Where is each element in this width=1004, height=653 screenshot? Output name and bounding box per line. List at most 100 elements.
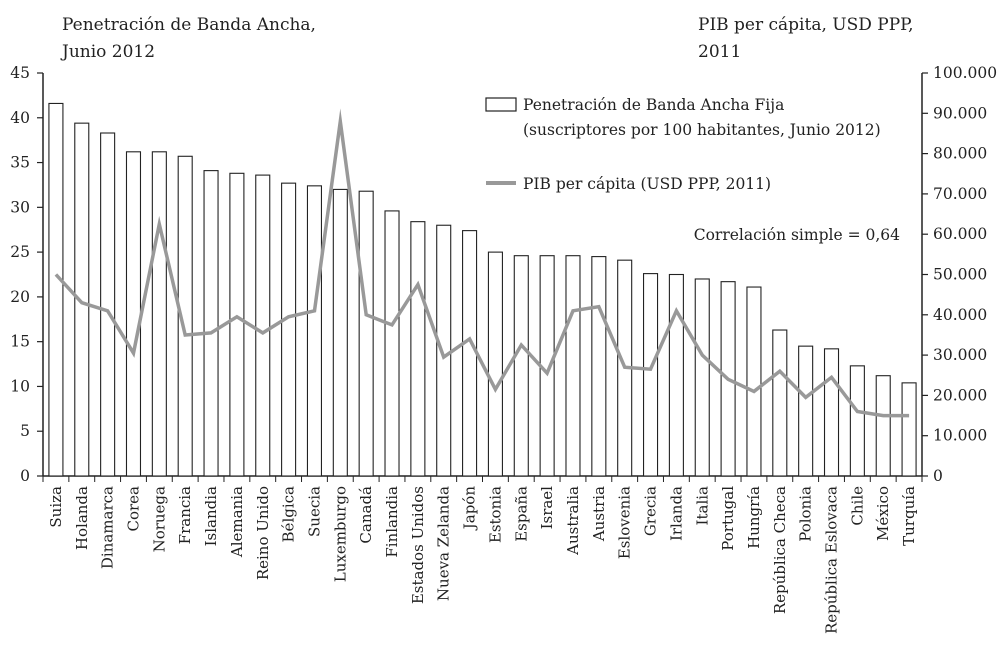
bar xyxy=(100,132,116,477)
bar xyxy=(203,170,219,477)
category-label: Austria xyxy=(590,486,608,542)
bar xyxy=(772,329,788,477)
category-label: Chile xyxy=(848,486,866,526)
category-label: Francia xyxy=(176,486,194,544)
category-label: Canadá xyxy=(357,486,375,544)
bar xyxy=(798,345,814,477)
category-label: México xyxy=(874,486,892,541)
right-axis-title-line1: PIB per cápita, USD PPP, xyxy=(698,15,914,35)
category-label: Islandia xyxy=(202,486,220,546)
left-axis-tick-label: 5 xyxy=(20,422,30,440)
line-series xyxy=(54,108,910,418)
bar xyxy=(410,221,426,477)
bar xyxy=(177,155,193,477)
category-label: Bélgica xyxy=(280,486,298,542)
right-axis-tick-label: 90.000 xyxy=(933,104,987,122)
category-label: Israel xyxy=(538,486,556,530)
category-label: Italia xyxy=(693,486,711,525)
left-axis-tick-label: 45 xyxy=(10,64,30,82)
bar xyxy=(901,382,917,477)
right-axis-title-line2: 2011 xyxy=(698,42,742,62)
category-label: Hungría xyxy=(745,486,763,549)
bar xyxy=(281,182,297,477)
category-label: Estados Unidos xyxy=(409,486,427,604)
bar xyxy=(436,224,452,477)
bar xyxy=(668,273,684,477)
left-axis-tick-label: 35 xyxy=(10,154,30,172)
bar xyxy=(694,278,710,477)
gdp-line xyxy=(54,108,910,418)
bar xyxy=(358,190,374,477)
right-axis-tick-label: 60.000 xyxy=(933,225,987,243)
legend-bar-label-line1: Penetración de Banda Ancha Fija xyxy=(523,96,784,114)
right-axis-tick-label: 100.000 xyxy=(933,64,997,82)
category-label: Polonia xyxy=(797,486,815,542)
left-axis-tick-label: 40 xyxy=(10,109,30,127)
right-axis-tick-label: 40.000 xyxy=(933,306,987,324)
category-label: Japón xyxy=(461,486,479,532)
category-label: Grecia xyxy=(642,486,660,536)
legend: Penetración de Banda Ancha Fija (suscrip… xyxy=(485,96,881,193)
bar xyxy=(151,151,167,477)
category-label: Suecia xyxy=(305,486,323,537)
bar xyxy=(849,365,865,477)
category-label: Eslovenia xyxy=(616,486,634,559)
category-label: República Checa xyxy=(771,486,789,614)
right-axis-tick-label: 70.000 xyxy=(933,185,987,203)
left-axis-title-line1: Penetración de Banda Ancha, xyxy=(62,15,316,35)
category-label: Turquía xyxy=(900,486,918,546)
bar xyxy=(255,174,271,477)
category-label: Finlandia xyxy=(383,486,401,558)
legend-bar-swatch xyxy=(485,97,517,112)
category-label: Irlanda xyxy=(667,486,685,541)
left-axis-tick-label: 0 xyxy=(20,467,30,485)
category-label: Portugal xyxy=(719,486,737,551)
bar xyxy=(746,286,762,477)
category-label: Holanda xyxy=(73,486,91,550)
bar xyxy=(487,251,503,477)
left-axis-title: Penetración de Banda Ancha, Junio 2012 xyxy=(62,12,316,66)
right-axis-tick-label: 20.000 xyxy=(933,386,987,404)
category-labels: Suiza Holanda Dinamarca Corea Noruega Francia… xyxy=(47,486,918,634)
bar-series xyxy=(48,102,917,477)
bar xyxy=(332,188,348,477)
legend-bar-label-line2: (suscriptores por 100 habitantes, Junio … xyxy=(523,121,881,139)
right-axis-tick-label: 0 xyxy=(933,467,943,485)
category-label: República Eslovaca xyxy=(823,486,841,634)
bar xyxy=(125,151,142,477)
category-label: Dinamarca xyxy=(99,486,117,569)
bar xyxy=(229,172,245,477)
category-label: Luxemburgo xyxy=(331,486,349,582)
left-axis-title-line2: Junio 2012 xyxy=(62,42,156,62)
bar xyxy=(591,256,607,477)
left-axis-tick-label: 25 xyxy=(10,243,30,261)
bar xyxy=(306,185,323,477)
right-axis-title: PIB per cápita, USD PPP, 2011 xyxy=(698,12,914,66)
category-label: Nueva Zelanda xyxy=(435,486,453,601)
category-label: Alemania xyxy=(228,486,246,558)
bar xyxy=(642,273,659,477)
category-label: Suiza xyxy=(47,486,65,528)
bar xyxy=(513,255,529,477)
left-axis-tick-label: 15 xyxy=(10,333,30,351)
bar xyxy=(875,375,891,477)
right-axis-tick-label: 80.000 xyxy=(933,145,987,163)
bar xyxy=(384,210,400,477)
category-label: Australia xyxy=(564,486,582,556)
left-axis-tick-label: 10 xyxy=(10,377,30,395)
category-label: Corea xyxy=(124,486,142,532)
bar xyxy=(462,230,478,477)
right-axis-tick-label: 30.000 xyxy=(933,346,987,364)
category-label: España xyxy=(512,486,530,542)
correlation-annotation: Correlación simple = 0,64 xyxy=(694,226,900,244)
left-axis-tick-label: 20 xyxy=(10,288,30,306)
right-axis-tick-label: 50.000 xyxy=(933,266,987,284)
category-label: Noruega xyxy=(150,486,168,552)
left-axis-tick-label: 30 xyxy=(10,198,30,216)
bar xyxy=(565,255,581,477)
right-axis-tick-label: 10.000 xyxy=(933,427,987,445)
bar xyxy=(74,122,90,477)
bar xyxy=(48,102,64,477)
category-label: Estonia xyxy=(486,486,504,543)
